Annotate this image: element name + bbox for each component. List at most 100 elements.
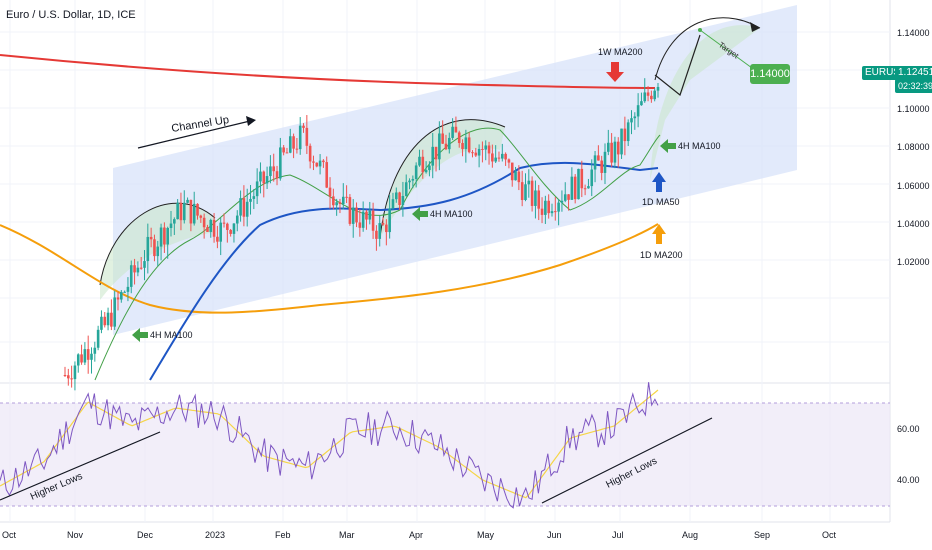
candle-body xyxy=(378,223,382,239)
candle-body xyxy=(510,162,514,181)
candle-body xyxy=(153,239,156,257)
candle-body xyxy=(630,118,633,123)
candle-body xyxy=(404,182,408,196)
time-axis-tick: 2023 xyxy=(205,530,225,540)
candle-body xyxy=(534,190,537,206)
candle-body xyxy=(444,143,448,150)
candle-body xyxy=(451,126,454,138)
candle-body xyxy=(63,375,67,376)
candle-body xyxy=(527,180,531,185)
candle-body xyxy=(487,145,491,154)
candle-body xyxy=(474,152,478,156)
candle-body xyxy=(497,157,501,159)
candle-body xyxy=(457,132,461,144)
candle-body xyxy=(262,171,266,184)
higher-lows-line-a xyxy=(0,431,161,501)
arc-line xyxy=(654,17,761,81)
candle-body xyxy=(530,180,534,206)
candle-body xyxy=(587,186,590,189)
ma-1d50-line xyxy=(149,161,659,381)
candle-body xyxy=(447,137,451,150)
candle-body xyxy=(391,199,395,209)
candle-body xyxy=(577,168,580,200)
ma-4h100-line xyxy=(94,127,661,381)
time-axis-tick: Mar xyxy=(339,530,355,540)
candle-body xyxy=(557,202,560,212)
price-axis-tick: 1.02000 xyxy=(897,257,930,267)
candle-body xyxy=(83,349,87,363)
label-4h-ma100-c: 4H MA100 xyxy=(678,141,721,151)
candle-body xyxy=(272,166,276,172)
candle-body xyxy=(643,92,647,102)
time-axis-tick: Nov xyxy=(67,530,84,540)
arrow-1w-ma200 xyxy=(606,62,624,82)
candle-body xyxy=(232,223,236,234)
candle-body xyxy=(295,148,299,150)
candle-body xyxy=(259,171,262,182)
candle-body xyxy=(653,90,656,100)
candle-body xyxy=(524,184,527,201)
candle-body xyxy=(202,217,206,228)
candle-body xyxy=(338,202,342,205)
candle-body xyxy=(192,203,196,224)
candle-body xyxy=(640,101,643,106)
label-4h-ma100-b: 4H MA100 xyxy=(430,209,473,219)
time-axis-tick: Oct xyxy=(822,530,837,540)
label-4h-ma100-a: 4H MA100 xyxy=(150,330,193,340)
candle-body xyxy=(600,160,603,173)
candle-body xyxy=(424,170,428,173)
candle-body xyxy=(275,171,279,179)
candle-body xyxy=(650,95,653,100)
arrow-4h-ma100-a xyxy=(132,328,148,342)
candle-body xyxy=(554,211,557,213)
candle-body xyxy=(567,194,570,200)
candle-body xyxy=(408,180,411,183)
candle-body xyxy=(139,267,143,269)
candle-body xyxy=(123,291,126,293)
candle-body xyxy=(318,160,322,167)
candle-body xyxy=(116,297,120,300)
projection-arrowhead xyxy=(750,22,760,32)
candle-body xyxy=(73,365,77,380)
rsi-ma-line xyxy=(0,389,659,499)
candle-body xyxy=(325,162,329,188)
candle-body xyxy=(106,312,110,326)
candle-body xyxy=(454,126,458,133)
candle-body xyxy=(67,375,70,379)
candle-body xyxy=(520,182,524,201)
target-price-label: 1.14000 xyxy=(750,64,790,84)
candle-body xyxy=(381,223,385,225)
candle-body xyxy=(411,178,415,181)
candle-body xyxy=(484,145,488,150)
candle-body xyxy=(103,316,107,326)
candle-body xyxy=(550,211,554,214)
candle-body xyxy=(517,171,521,183)
candle-body xyxy=(351,207,355,224)
candle-body xyxy=(216,236,219,242)
time-axis-tick: Apr xyxy=(409,530,423,540)
candle-body xyxy=(265,176,269,184)
candles xyxy=(63,78,660,391)
candle-body xyxy=(186,199,189,203)
candle-body xyxy=(143,261,146,268)
price-axis-tick: 1.08000 xyxy=(897,142,930,152)
candle-body xyxy=(401,195,405,205)
candle-body xyxy=(93,347,97,354)
candle-body xyxy=(431,146,435,166)
arrow-1d-ma200 xyxy=(652,224,666,244)
candle-body xyxy=(610,142,613,163)
candle-body xyxy=(235,215,239,224)
candle-body xyxy=(345,196,348,198)
candle-body xyxy=(504,153,507,160)
rsi-axis-tick: 40.00 xyxy=(897,475,920,485)
chart-title: Euro / U.S. Dollar, 1D, ICE xyxy=(6,9,136,21)
candle-body xyxy=(149,236,153,240)
candle-body xyxy=(418,156,421,166)
arc-fill xyxy=(100,203,215,300)
candle-body xyxy=(563,194,567,201)
candle-body xyxy=(90,353,93,360)
candle-body xyxy=(597,155,600,161)
candle-body xyxy=(623,128,627,142)
candle-body xyxy=(305,127,309,146)
